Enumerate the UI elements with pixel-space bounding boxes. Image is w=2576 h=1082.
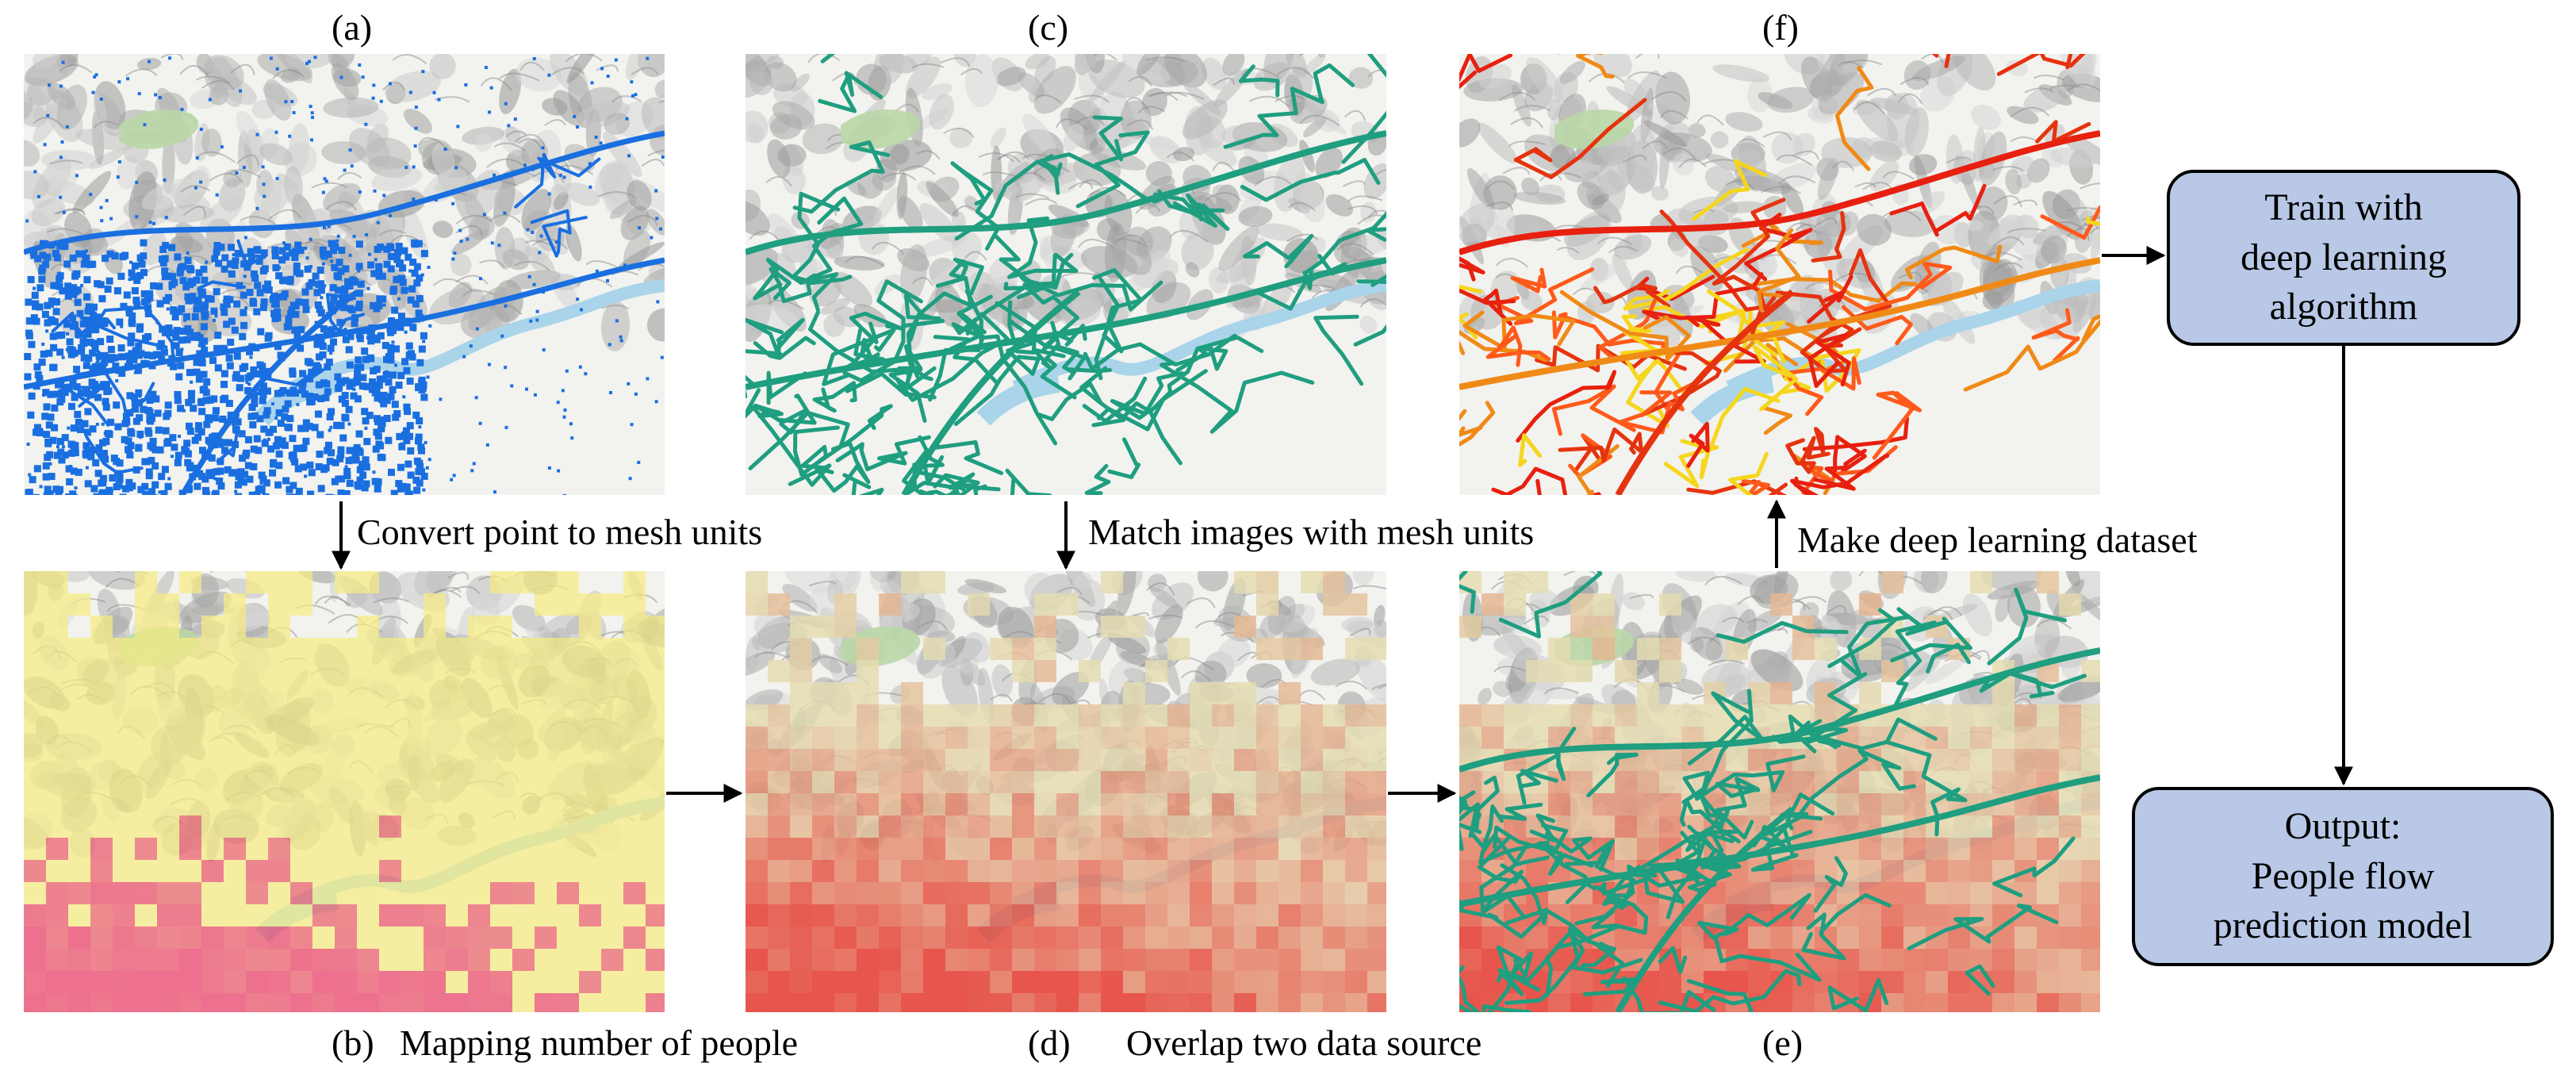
map-panel-a [24,54,665,495]
caption-b: Mapping number of people [400,1023,799,1063]
caption-d: Overlap two data source [1126,1023,1482,1063]
output-box-line-3: prediction model [2213,904,2473,947]
output-box: Output: People flow prediction model [2132,787,2554,966]
step-label-dataset: Make deep learning dataset [1797,520,2198,560]
step-label-convert: Convert point to mesh units [357,512,763,552]
output-box-line-2: People flow [2251,854,2435,897]
train-box-line-2: deep learning [2241,236,2447,278]
panel-label-e: (e) [1762,1023,1804,1063]
panel-label-d: (d) [1028,1023,1071,1063]
map-panel-c [746,54,1386,495]
panel-label-c: (c) [1028,7,1069,48]
panel-label-a: (a) [332,7,373,48]
map-panel-d [746,571,1386,1012]
train-box-line-3: algorithm [2269,286,2418,328]
train-box-line-1: Train with [2264,186,2423,229]
output-box-line-1: Output: [2284,805,2402,848]
map-panel-e [1459,571,2100,1012]
panel-label-f: (f) [1762,7,1799,48]
train-box: Train with deep learning algorithm [2167,170,2520,346]
step-label-match: Match images with mesh units [1088,512,1535,552]
map-panel-b [24,571,665,1012]
map-panel-f [1459,54,2100,495]
panel-label-b: (b) [332,1023,374,1063]
